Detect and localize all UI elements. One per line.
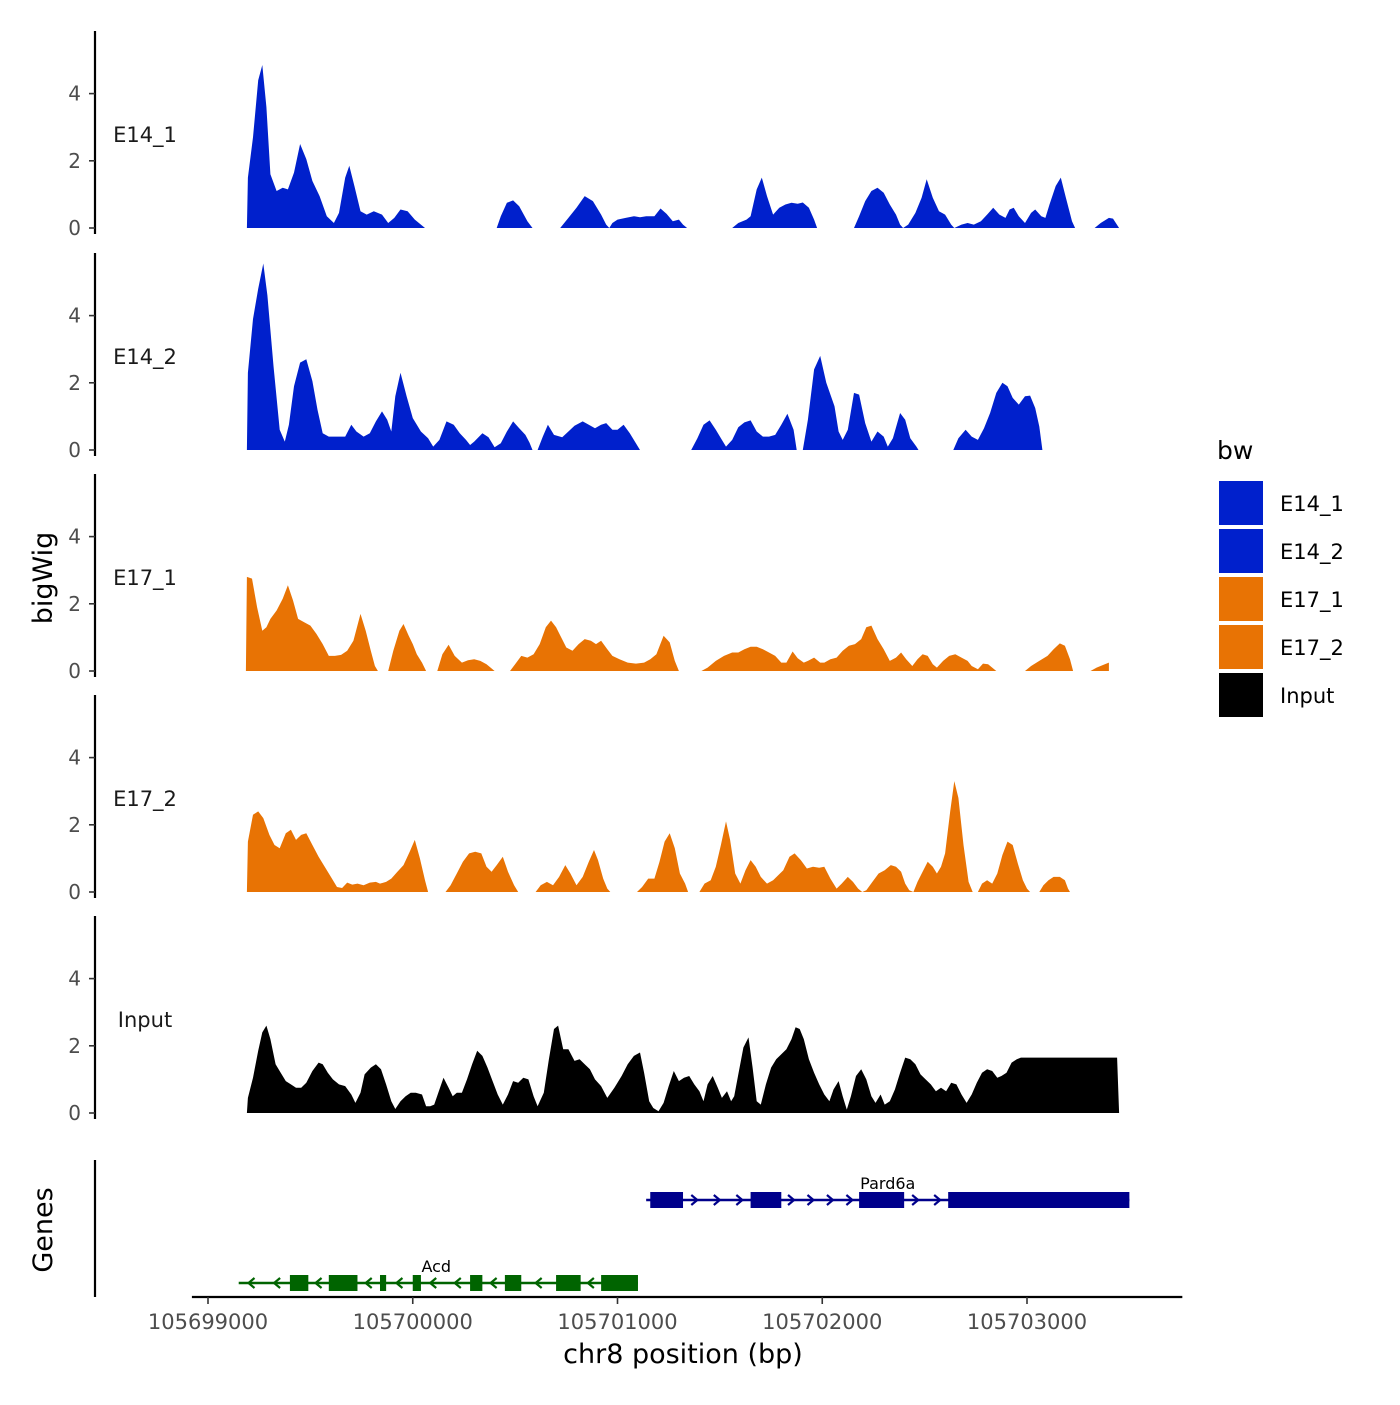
y-tick-label: 0 bbox=[68, 1101, 81, 1125]
strand-arrow bbox=[845, 1194, 855, 1206]
gene-exon bbox=[601, 1275, 638, 1291]
legend-item-E14_1: E14_1 bbox=[1219, 481, 1344, 525]
track-label: E17_2 bbox=[113, 787, 177, 812]
gene-Acd: Acd bbox=[238, 1257, 638, 1291]
legend-title: bw bbox=[1217, 436, 1253, 465]
gene-exon bbox=[289, 1275, 309, 1291]
gene-exon bbox=[859, 1192, 905, 1208]
y-axis-title: bigWig bbox=[28, 532, 59, 625]
legend-item-Input: Input bbox=[1219, 673, 1334, 717]
y-tick-label: 2 bbox=[68, 149, 81, 173]
legend-label: Input bbox=[1280, 684, 1334, 708]
legend: bw E14_1 E14_2 E17_1 E17_2 Input bbox=[1217, 436, 1344, 717]
y-tick-label: 2 bbox=[68, 592, 81, 616]
legend-label: E14_2 bbox=[1280, 540, 1344, 565]
legend-item-E17_1: E17_1 bbox=[1219, 577, 1344, 621]
legend-swatch bbox=[1219, 673, 1263, 717]
legend-label: E17_1 bbox=[1280, 588, 1344, 613]
strand-arrow bbox=[394, 1277, 404, 1289]
y-tick-label: 4 bbox=[68, 82, 81, 106]
gene-exon bbox=[650, 1192, 684, 1208]
gene-exon bbox=[328, 1275, 358, 1291]
strand-arrow bbox=[364, 1277, 373, 1289]
track-label: E14_1 bbox=[113, 123, 177, 148]
gene-exon bbox=[504, 1275, 522, 1291]
legend-swatch bbox=[1219, 529, 1263, 573]
y-tick-label: 0 bbox=[68, 880, 81, 904]
y-tick-label: 2 bbox=[68, 1034, 81, 1058]
y-tick-label: 4 bbox=[68, 525, 81, 549]
gene-exon bbox=[379, 1275, 387, 1291]
track-E14_1: 0 2 4 E14_1 bbox=[68, 31, 1120, 240]
x-axis: 105699000 105700000 105701000 105702000 1057… bbox=[148, 1295, 1183, 1334]
strand-arrow bbox=[428, 1277, 437, 1289]
x-axis-title: chr8 position (bp) bbox=[563, 1339, 803, 1370]
gene-exon bbox=[948, 1192, 1130, 1208]
track-label: Input bbox=[118, 1008, 172, 1032]
legend-label: E17_2 bbox=[1280, 636, 1344, 661]
gene-exon bbox=[556, 1275, 581, 1291]
strand-arrow bbox=[911, 1194, 920, 1206]
x-tick-label: 105702000 bbox=[762, 1310, 882, 1334]
x-tick-label: 105700000 bbox=[353, 1310, 473, 1334]
strand-arrow bbox=[690, 1194, 699, 1206]
gene-exon bbox=[750, 1192, 782, 1208]
genes-axis-title: Genes bbox=[28, 1187, 59, 1272]
strand-arrow bbox=[313, 1277, 323, 1289]
gene-exon bbox=[470, 1275, 483, 1291]
y-tick-label: 4 bbox=[68, 967, 81, 991]
y-tick-label: 2 bbox=[68, 813, 81, 837]
legend-swatch bbox=[1219, 577, 1263, 621]
gene-label: Pard6a bbox=[860, 1174, 915, 1193]
coverage-area-E14_2 bbox=[246, 263, 1043, 450]
strand-arrow bbox=[735, 1194, 745, 1206]
track-E17_2: 0 2 4 E17_2 bbox=[68, 695, 1070, 904]
genes-track: Pard6a Acd bbox=[93, 1160, 1130, 1297]
coverage-area-E17_2 bbox=[246, 781, 1070, 892]
bigwig-tracks: 0 2 4 E14_1 0 2 4 E14_2 0 2 4 E17_1 0 2 4 E17_2 0 2 4 Input bbox=[68, 31, 1120, 1125]
y-tick-label: 0 bbox=[68, 659, 81, 683]
x-tick-label: 105703000 bbox=[967, 1310, 1087, 1334]
strand-arrow bbox=[272, 1277, 281, 1289]
y-tick-label: 0 bbox=[68, 438, 81, 462]
legend-swatch bbox=[1219, 625, 1263, 669]
strand-arrow bbox=[533, 1277, 543, 1289]
strand-arrow bbox=[246, 1277, 256, 1289]
strand-arrow bbox=[933, 1194, 942, 1206]
y-tick-label: 0 bbox=[68, 216, 81, 240]
y-tick-label: 4 bbox=[68, 304, 81, 328]
x-tick-label: 105701000 bbox=[557, 1310, 677, 1334]
track-Input: 0 2 4 Input bbox=[68, 916, 1120, 1125]
strand-arrow bbox=[713, 1194, 722, 1206]
gene-label: Acd bbox=[421, 1257, 451, 1276]
track-E14_2: 0 2 4 E14_2 bbox=[68, 253, 1043, 462]
strand-arrow bbox=[806, 1194, 816, 1206]
strand-arrow bbox=[453, 1277, 462, 1289]
strand-arrow bbox=[488, 1277, 498, 1289]
legend-swatch bbox=[1219, 481, 1263, 525]
legend-item-E17_2: E17_2 bbox=[1219, 625, 1344, 669]
gene-exon bbox=[412, 1275, 421, 1291]
strand-arrow bbox=[787, 1194, 796, 1206]
coverage-area-Input bbox=[246, 1025, 1120, 1113]
y-tick-label: 2 bbox=[68, 371, 81, 395]
strand-arrow bbox=[826, 1194, 835, 1206]
track-label: E14_2 bbox=[113, 345, 177, 370]
coverage-area-E14_1 bbox=[246, 65, 1120, 228]
coverage-area-E17_1 bbox=[245, 576, 1109, 671]
x-tick-label: 105699000 bbox=[148, 1310, 268, 1334]
gene-Pard6a: Pard6a bbox=[646, 1174, 1130, 1208]
track-E17_1: 0 2 4 E17_1 bbox=[68, 474, 1109, 683]
legend-label: E14_1 bbox=[1280, 492, 1344, 517]
strand-arrow bbox=[586, 1277, 595, 1289]
legend-item-E14_2: E14_2 bbox=[1219, 529, 1344, 573]
track-label: E17_1 bbox=[113, 566, 177, 591]
y-tick-label: 4 bbox=[68, 746, 81, 770]
